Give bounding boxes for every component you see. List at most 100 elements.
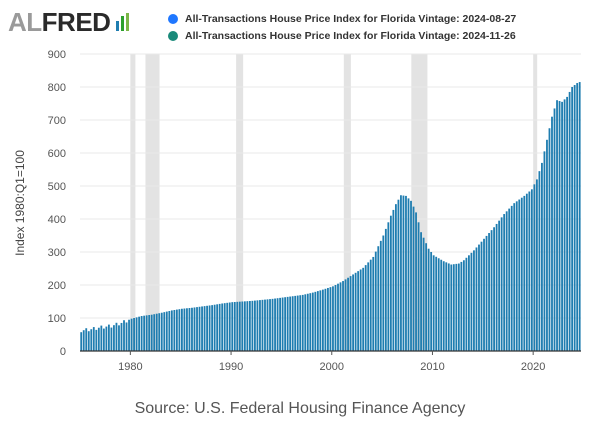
bar-121 <box>384 228 387 351</box>
bar-184 <box>543 151 546 351</box>
bar-144 <box>442 261 445 351</box>
bar-118 <box>377 246 380 351</box>
x-tick-2000: 2000 <box>320 361 344 373</box>
legend-item-series-1[interactable]: All-Transactions House Price Index for F… <box>168 10 516 27</box>
bar-102 <box>337 283 339 351</box>
bar-177 <box>525 193 528 351</box>
bar-190 <box>558 101 561 352</box>
bar-43 <box>188 308 191 351</box>
bar-106 <box>347 277 349 351</box>
bar-78 <box>276 298 279 351</box>
bar-17 <box>123 320 125 351</box>
y-tick-0: 0 <box>60 346 66 358</box>
bar-55 <box>218 303 221 351</box>
bar-152 <box>462 260 465 351</box>
bar-35 <box>168 310 171 351</box>
bar-116 <box>372 256 375 351</box>
bar-171 <box>510 205 513 351</box>
chart-plot: 0 100 200 300 400 500 600 700 800 900 1980 1990 200… <box>48 49 581 373</box>
bar-180 <box>533 184 536 351</box>
bar-164 <box>493 227 495 351</box>
bar-61 <box>233 301 236 351</box>
bar-67 <box>248 301 251 351</box>
bar-20 <box>130 318 133 351</box>
bar-120 <box>382 235 385 351</box>
bar-39 <box>178 309 181 351</box>
x-tick-1980: 1980 <box>118 361 142 373</box>
bar-186 <box>548 128 551 351</box>
bar-80 <box>281 297 284 351</box>
bar-91 <box>309 293 312 351</box>
y-tick-800: 800 <box>48 82 66 94</box>
bar-81 <box>284 297 287 351</box>
bar-8 <box>100 325 103 351</box>
x-tick-labels: 1980 1990 2000 2010 2020 <box>118 351 545 373</box>
recession-band-0 <box>130 54 136 351</box>
bar-58 <box>226 302 229 351</box>
bar-110 <box>357 271 360 351</box>
bar-111 <box>359 269 362 351</box>
bar-172 <box>513 203 516 351</box>
bar-198 <box>578 82 581 352</box>
bar-36 <box>170 310 173 351</box>
bar-46 <box>196 307 198 351</box>
bar-4 <box>90 329 93 351</box>
bar-5 <box>92 327 95 351</box>
bar-chart-icon <box>116 13 130 31</box>
bar-34 <box>165 311 168 351</box>
bar-132 <box>412 206 415 351</box>
recession-band-3 <box>343 54 351 351</box>
bar-19 <box>128 319 130 351</box>
bar-187 <box>551 116 553 351</box>
bar-98 <box>327 287 329 351</box>
bar-49 <box>203 306 206 351</box>
bar-141 <box>435 256 438 351</box>
bar-165 <box>495 223 498 351</box>
bar-53 <box>213 304 216 351</box>
x-tick-1990: 1990 <box>219 361 243 373</box>
bar-119 <box>379 240 382 351</box>
x-tick-2020: 2020 <box>521 361 545 373</box>
bar-11 <box>107 324 110 351</box>
bar-150 <box>457 263 460 351</box>
bar-158 <box>478 244 480 351</box>
bar-101 <box>334 285 337 351</box>
bar-185 <box>546 139 548 351</box>
fred-logo[interactable]: AL FRED <box>8 6 131 38</box>
legend-item-series-2[interactable]: All-Transactions House Price Index for F… <box>168 27 516 44</box>
bar-176 <box>523 195 526 351</box>
bar-24 <box>140 316 143 351</box>
bar-56 <box>221 303 224 351</box>
bar-195 <box>571 87 574 351</box>
bar-139 <box>430 252 433 351</box>
y-tick-100: 100 <box>48 313 66 325</box>
bar-15 <box>118 325 120 351</box>
bar-159 <box>480 241 483 351</box>
bar-166 <box>498 220 501 351</box>
bar-155 <box>470 252 473 351</box>
bar-84 <box>291 296 294 351</box>
bar-124 <box>392 209 395 351</box>
bar-64 <box>241 301 244 351</box>
bar-137 <box>425 243 428 351</box>
bar-142 <box>437 258 440 351</box>
bar-143 <box>440 259 443 351</box>
y-tick-500: 500 <box>48 181 66 193</box>
chart-legend: All-Transactions House Price Index for F… <box>168 10 516 44</box>
bar-104 <box>342 281 344 351</box>
bar-87 <box>299 295 302 351</box>
bar-22 <box>135 317 138 351</box>
bar-69 <box>254 300 256 351</box>
bar-28 <box>150 314 153 351</box>
bar-9 <box>102 328 105 351</box>
bar-94 <box>316 291 319 351</box>
bar-168 <box>503 214 506 351</box>
bar-107 <box>349 276 352 351</box>
y-tick-700: 700 <box>48 115 66 127</box>
bar-140 <box>432 255 435 351</box>
bar-100 <box>332 286 334 351</box>
bar-57 <box>223 303 226 351</box>
bar-160 <box>483 238 485 351</box>
bar-117 <box>374 251 377 351</box>
bar-109 <box>354 272 357 351</box>
